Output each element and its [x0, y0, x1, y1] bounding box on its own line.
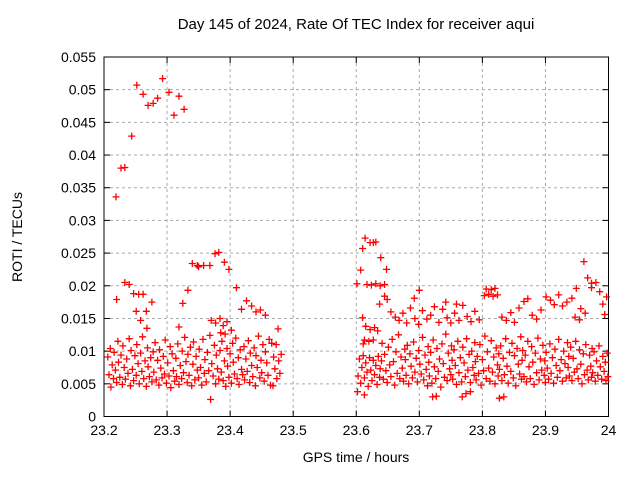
x-tick-label: 23.7	[406, 422, 433, 438]
y-tick-label: 0.035	[61, 180, 96, 196]
y-axis-label: ROTI / TECUs	[9, 192, 25, 282]
y-tick-label: 0.055	[61, 49, 96, 65]
y-tick-label: 0.03	[69, 212, 96, 228]
tick-labels: 23.2 23.3 23.4 23.5 23.6 23.7 23.8 23.9 24 0 0.005…	[61, 49, 617, 438]
x-tick-label: 23.8	[469, 422, 496, 438]
x-tick-label: 23.2	[90, 422, 117, 438]
x-tick-label: 23.3	[153, 422, 180, 438]
x-axis-label: GPS time / hours	[303, 449, 410, 465]
y-tick-label: 0.045	[61, 114, 96, 130]
y-tick-label: 0.02	[69, 278, 96, 294]
plot-border	[103, 56, 609, 417]
y-tick-label: 0.005	[61, 376, 96, 392]
y-tick-label: 0.05	[69, 82, 96, 98]
data-points	[104, 75, 612, 403]
chart-title: Day 145 of 2024, Rate Of TEC Index for r…	[178, 16, 535, 33]
x-tick-label: 23.4	[217, 422, 244, 438]
y-tick-label: 0.01	[69, 343, 96, 359]
y-tick-label: 0.015	[61, 310, 96, 326]
y-tick-label: 0.04	[69, 147, 96, 163]
x-tick-label: 23.9	[532, 422, 559, 438]
y-tick-label: 0.025	[61, 245, 96, 261]
x-tick-label: 24	[601, 422, 617, 438]
x-tick-label: 23.6	[343, 422, 370, 438]
y-tick-label: 0	[88, 409, 96, 425]
x-tick-label: 23.5	[280, 422, 307, 438]
